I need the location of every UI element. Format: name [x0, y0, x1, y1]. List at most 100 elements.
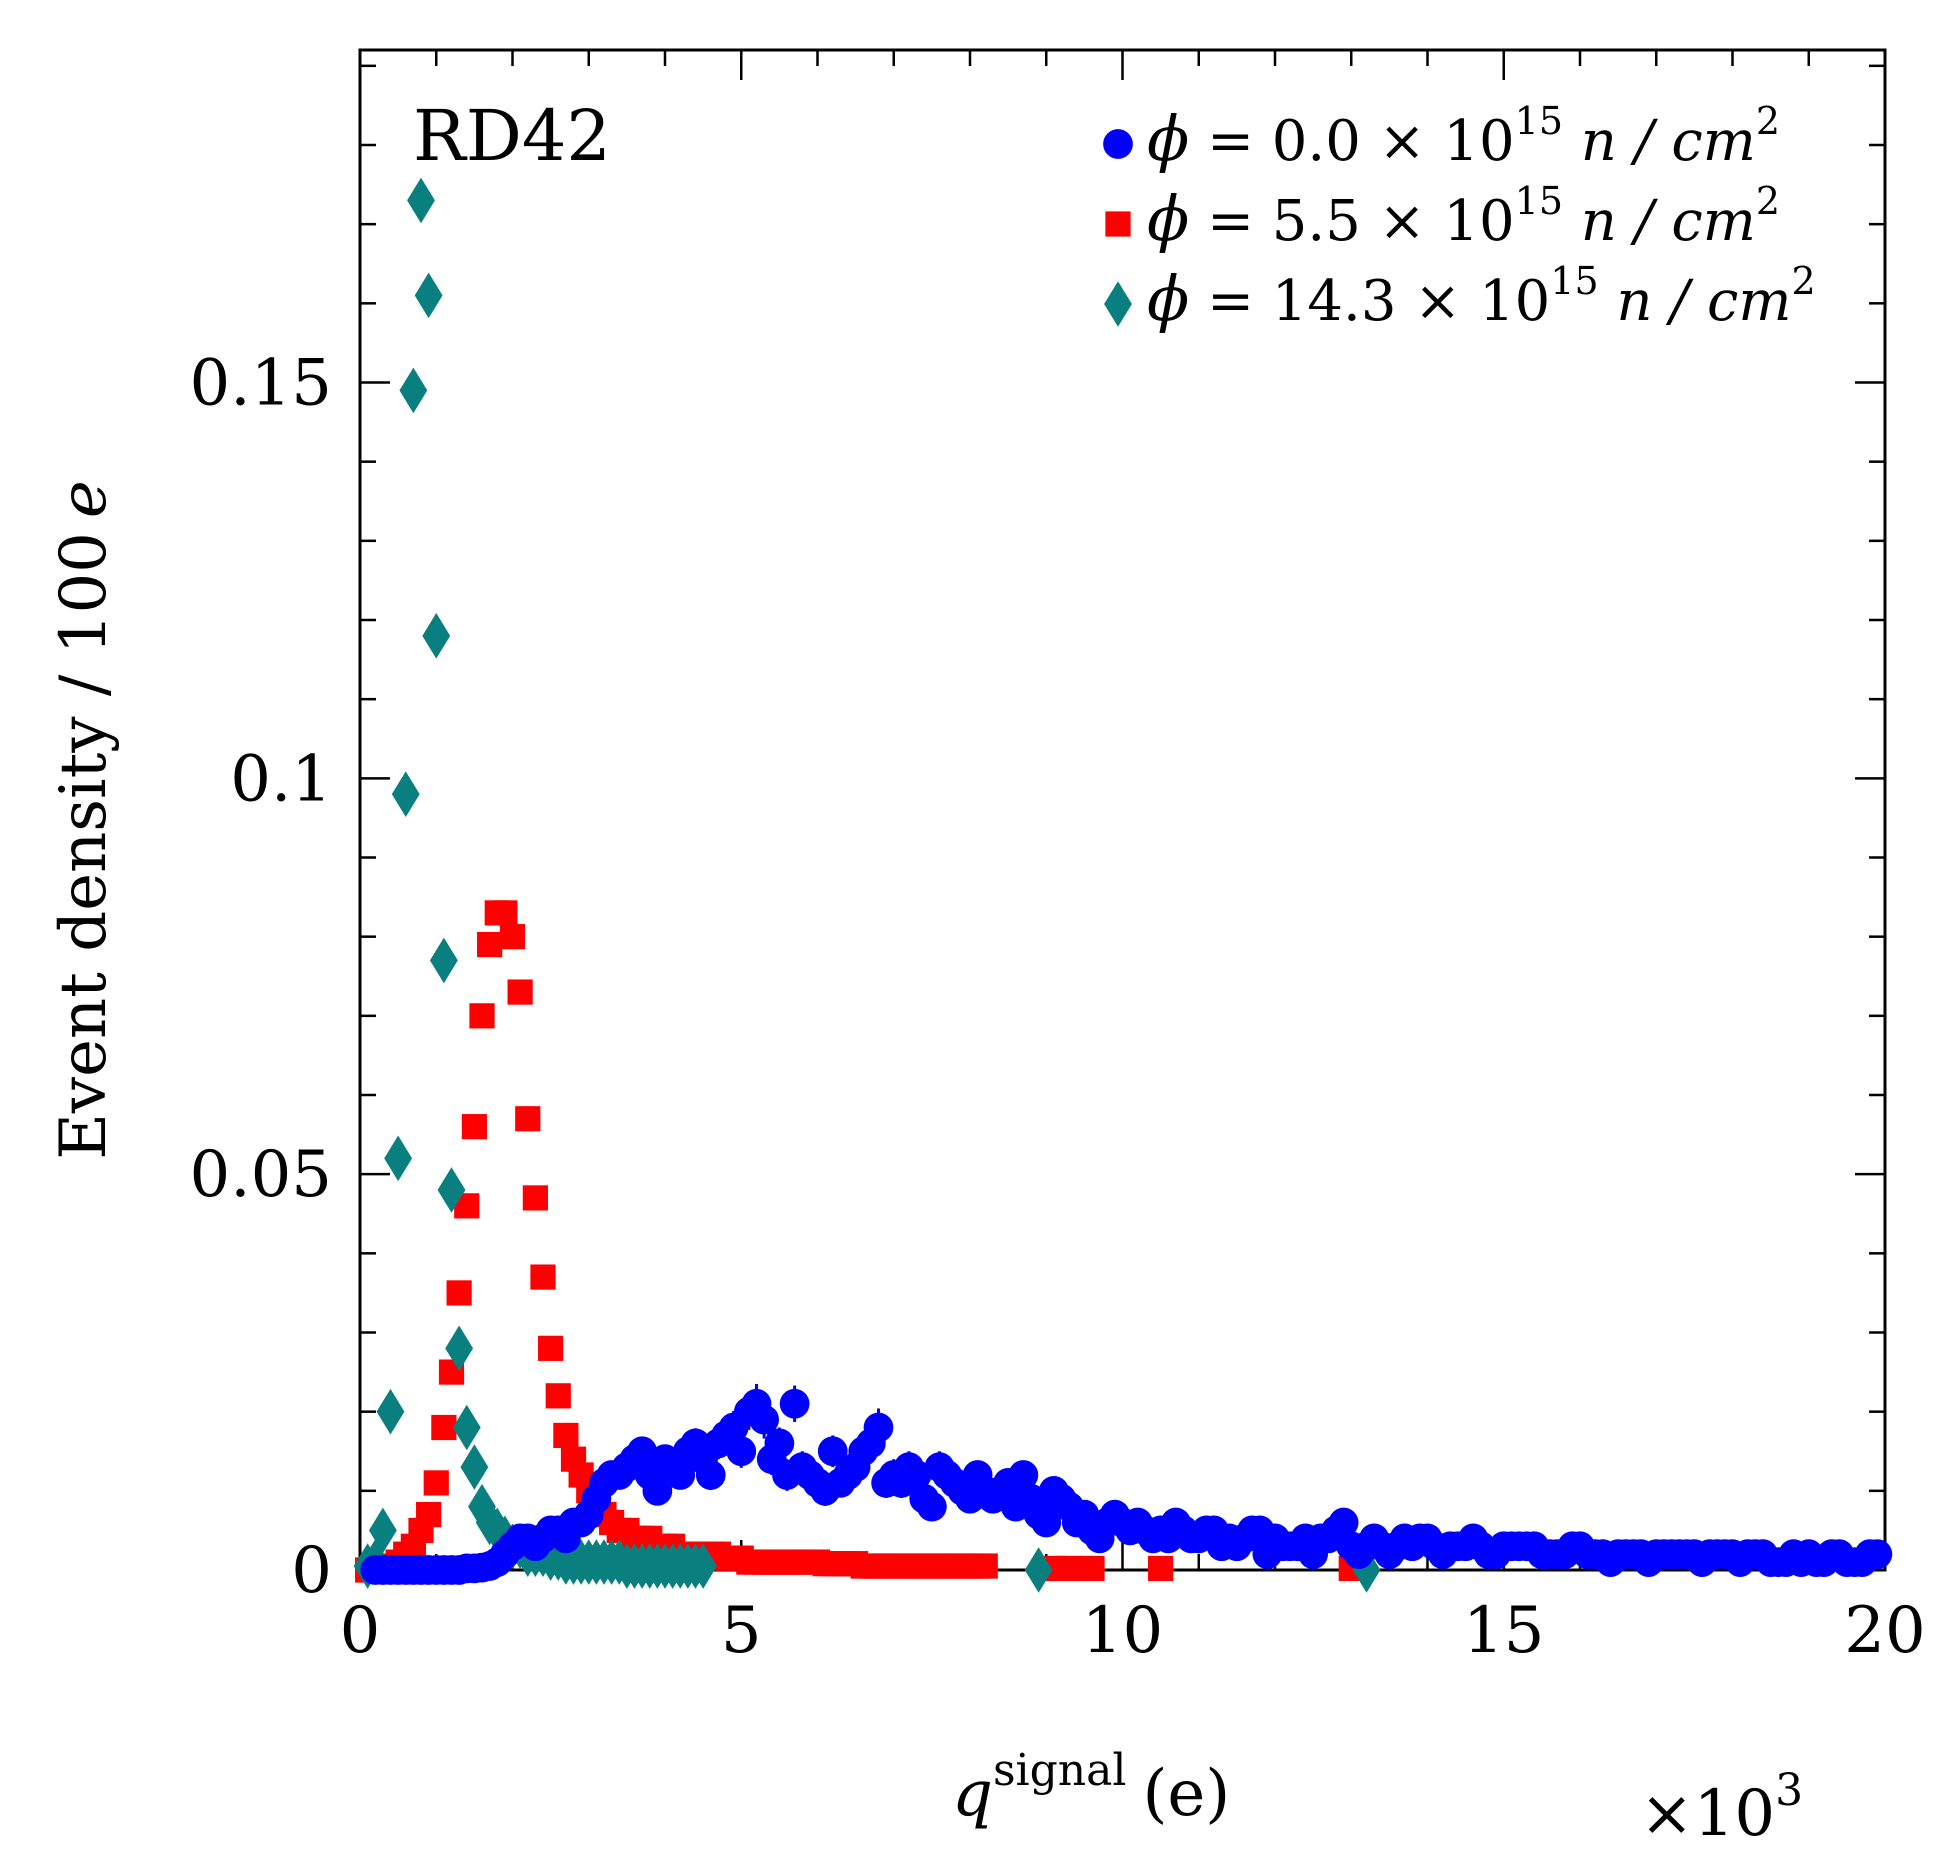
legend-text-part: 10: [1443, 109, 1514, 174]
data-point: [1056, 1555, 1082, 1582]
data-point: [863, 1412, 894, 1443]
legend-text-part: ϕ: [1147, 182, 1189, 255]
x-scale-prefix: ×10: [1640, 1777, 1775, 1851]
data-point: [764, 1428, 795, 1459]
data-point: [515, 1106, 541, 1132]
legend-text-part: 2: [1756, 99, 1780, 143]
data-point: [553, 1422, 579, 1449]
y-axis-title-text: Event density / 100: [47, 532, 121, 1160]
data-point: [452, 1404, 481, 1451]
legend-text-part: 15: [1550, 259, 1598, 303]
data-point: [407, 177, 435, 224]
data-point: [437, 1167, 466, 1213]
data-point: [461, 1114, 487, 1140]
data-point: [779, 1388, 810, 1419]
legend-text-part: 2: [1756, 179, 1780, 223]
data-point: [368, 1507, 397, 1554]
data-point: [376, 1388, 405, 1435]
data-point: [530, 1264, 556, 1290]
legend-text-part: 15: [1515, 179, 1563, 223]
y-tick-label: 0: [291, 1534, 332, 1608]
data-point: [429, 937, 458, 984]
axis-tick-labels: 0 5 10 15 20 0 0.05 0.1 0.15: [190, 347, 1926, 1669]
data-point: [916, 1491, 947, 1522]
data-point: [1008, 1460, 1039, 1490]
series-phi143: [353, 177, 1381, 1593]
y-tick-label: 0.1: [230, 742, 332, 816]
series-phi55: [355, 900, 1364, 1583]
legend-text-part: = 14.3 ×: [1189, 269, 1479, 334]
data-point: [1079, 1555, 1105, 1582]
data-point: [507, 979, 533, 1005]
experiment-annotation: RD42: [413, 95, 611, 177]
data-point: [972, 1553, 998, 1579]
data-point: [391, 771, 420, 817]
x-tick-label: 10: [1082, 1594, 1163, 1668]
legend-entry: ϕ = 14.3 × 1015 n / cm2: [1147, 259, 1816, 335]
legend-entry: ϕ = 5.5 × 1015 n / cm2: [1147, 179, 1780, 255]
legend-text-part: 15: [1515, 99, 1563, 143]
x-tick-label: 5: [721, 1594, 762, 1668]
legend-text-part: ϕ: [1147, 102, 1189, 175]
y-axis-title: Event density / 100 e: [47, 480, 121, 1160]
data-point: [749, 1404, 780, 1435]
data-point: [384, 1135, 413, 1182]
legend-marker: [1103, 129, 1133, 159]
legend-text-part: n / cm: [1599, 269, 1792, 334]
data-point: [431, 1414, 457, 1441]
series-layer: [353, 177, 1893, 1593]
data-point: [1024, 1547, 1053, 1593]
x-axis-title-sup: signal: [993, 1745, 1126, 1796]
data-point: [817, 1436, 848, 1467]
data-point: [499, 924, 526, 950]
x-axis-title: qsignal (e): [952, 1745, 1230, 1831]
data-point: [665, 1460, 696, 1490]
data-point: [1148, 1555, 1174, 1582]
data-point: [1031, 1507, 1062, 1538]
legend-marker: [1104, 281, 1132, 327]
legend-entry: ϕ = 0.0 × 1015 n / cm2: [1147, 99, 1780, 175]
data-point: [522, 1185, 548, 1211]
data-point: [422, 613, 451, 659]
data-point: [538, 1335, 564, 1361]
x-scale-exponent: 3: [1775, 1765, 1803, 1816]
x-axis-scale-factor: ×103: [1640, 1765, 1803, 1851]
y-axis-title-unit: e: [47, 480, 121, 518]
data-point: [627, 1436, 658, 1467]
data-point: [460, 1444, 489, 1490]
legend-text-part: n / cm: [1563, 189, 1756, 254]
data-point: [492, 900, 518, 926]
data-point: [445, 1325, 474, 1372]
series-phi0: [360, 1383, 1893, 1585]
data-point: [446, 1280, 472, 1306]
data-point: [1862, 1539, 1893, 1570]
data-point: [689, 1543, 718, 1589]
data-point: [468, 1483, 496, 1530]
legend-marker: [1105, 211, 1131, 237]
legend-text-part: ϕ: [1147, 262, 1189, 335]
data-point: [399, 367, 428, 414]
x-axis-title-unit: (e): [1142, 1757, 1230, 1831]
data-point: [726, 1436, 757, 1467]
x-tick-label: 15: [1463, 1594, 1544, 1668]
legend-text-part: = 0.0 ×: [1189, 109, 1443, 174]
legend-text-part: 10: [1443, 189, 1514, 254]
data-point: [901, 1460, 932, 1490]
x-tick-label: 0: [340, 1594, 381, 1668]
data-point: [545, 1383, 571, 1409]
data-point: [477, 931, 503, 958]
legend-text-part: n / cm: [1563, 109, 1756, 174]
data-point: [416, 1501, 442, 1528]
data-point: [414, 272, 443, 319]
data-point: [695, 1460, 726, 1490]
y-tick-label: 0.15: [190, 347, 333, 421]
legend-text-part: 2: [1791, 259, 1815, 303]
legend-text-part: 10: [1479, 269, 1550, 334]
data-point: [642, 1475, 673, 1506]
x-axis-title-var: q: [952, 1757, 993, 1831]
legend-text-part: = 5.5 ×: [1189, 189, 1443, 254]
data-point: [469, 1003, 495, 1029]
x-tick-label: 20: [1844, 1594, 1925, 1668]
